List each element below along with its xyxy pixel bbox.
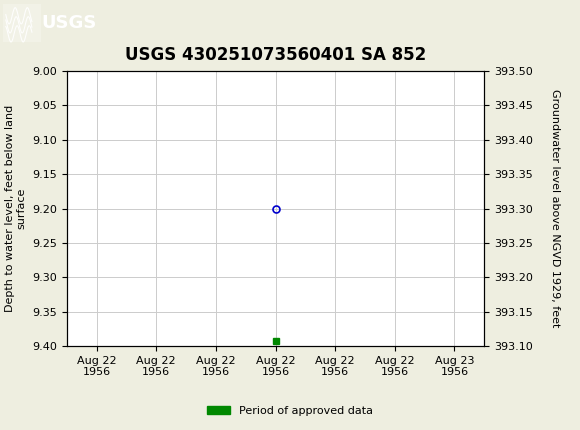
Y-axis label: Groundwater level above NGVD 1929, feet: Groundwater level above NGVD 1929, feet	[550, 89, 560, 328]
Y-axis label: Depth to water level, feet below land
surface: Depth to water level, feet below land su…	[5, 105, 27, 312]
FancyBboxPatch shape	[3, 3, 41, 42]
Title: USGS 430251073560401 SA 852: USGS 430251073560401 SA 852	[125, 46, 426, 64]
Legend: Period of approved data: Period of approved data	[203, 401, 377, 420]
Text: USGS: USGS	[42, 14, 97, 31]
